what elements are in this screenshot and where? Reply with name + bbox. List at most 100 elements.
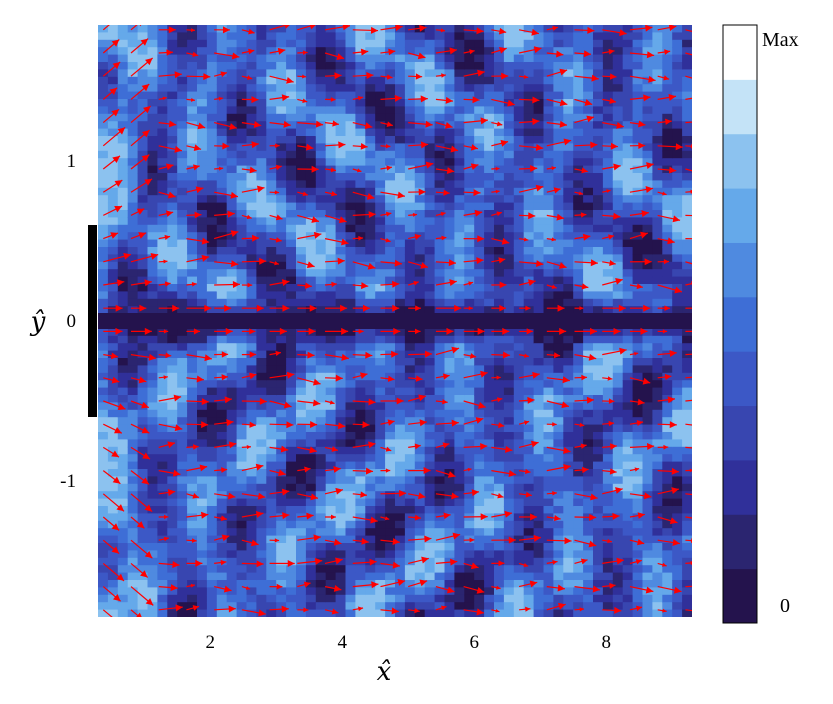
contour-cell (672, 580, 683, 588)
contour-cell (563, 224, 574, 233)
contour-cell (602, 150, 614, 159)
contour-cell (602, 609, 614, 617)
contour-cell (315, 269, 327, 278)
contour-cell (286, 380, 297, 389)
contour-cell (404, 446, 416, 455)
contour-cell (523, 247, 535, 255)
contour-cell (563, 557, 574, 566)
contour-cell (335, 232, 347, 241)
contour-cell (583, 217, 594, 226)
contour-cell (256, 372, 267, 381)
contour-cell (335, 491, 347, 500)
contour-cell (355, 261, 366, 270)
contour-cell (543, 491, 554, 500)
contour-cell (484, 210, 495, 218)
contour-cell (533, 298, 545, 307)
contour-cell (345, 380, 356, 389)
contour-cell (375, 99, 386, 107)
contour-cell (98, 580, 109, 588)
contour-cell (464, 232, 475, 241)
contour-cell (404, 528, 416, 537)
contour-cell (523, 594, 535, 603)
contour-cell (454, 513, 465, 522)
contour-cell (523, 424, 535, 433)
contour-cell (147, 476, 158, 485)
contour-cell (355, 335, 366, 344)
contour-cell (672, 380, 683, 389)
contour-cell (226, 69, 238, 78)
contour-cell (622, 446, 634, 455)
vector-arrow (130, 253, 159, 263)
contour-cell (593, 210, 604, 218)
contour-cell (296, 506, 307, 514)
contour-cell (286, 409, 297, 418)
contour-cell (533, 173, 545, 181)
contour-cell (484, 25, 495, 33)
contour-cell (642, 409, 653, 418)
contour-cell (404, 39, 416, 48)
contour-cell (266, 476, 277, 485)
contour-cell (444, 254, 455, 263)
contour-cell (256, 565, 267, 574)
contour-cell (355, 254, 366, 263)
contour-cell (226, 454, 238, 463)
contour-cell (602, 594, 614, 603)
contour-cell (553, 365, 564, 374)
contour-cell (147, 202, 158, 211)
contour-cell (494, 432, 505, 440)
contour-cell (177, 572, 188, 581)
contour-cell (543, 409, 554, 418)
contour-cell (602, 446, 614, 455)
contour-cell (642, 328, 653, 337)
contour-cell (315, 343, 327, 352)
contour-cell (167, 261, 178, 270)
contour-cell (424, 439, 436, 448)
contour-cell (602, 343, 614, 352)
contour-cell (157, 158, 168, 167)
contour-cell (206, 402, 218, 411)
contour-cell (464, 520, 475, 529)
contour-cell (315, 202, 327, 211)
contour-cell (543, 76, 554, 85)
contour-cell (682, 32, 692, 41)
contour-cell (107, 121, 119, 130)
contour-cell (325, 483, 337, 492)
contour-cell (276, 291, 287, 300)
contour-cell (503, 136, 515, 144)
contour-cell (226, 254, 238, 263)
contour-cell (484, 91, 495, 100)
contour-cell (127, 328, 139, 337)
contour-cell (305, 195, 317, 204)
contour-cell (335, 106, 347, 115)
contour-cell (236, 528, 248, 537)
contour-cell (414, 47, 426, 56)
contour-cell (256, 99, 267, 107)
contour-cell (266, 587, 277, 596)
contour-cell (444, 298, 455, 307)
contour-cell (266, 247, 277, 255)
contour-cell (494, 128, 505, 137)
contour-cell (246, 446, 257, 455)
contour-cell (533, 150, 545, 159)
contour-cell (612, 469, 624, 477)
contour-cell (583, 520, 594, 529)
contour-cell (385, 358, 396, 366)
contour-cell (632, 550, 644, 559)
contour-cell (286, 498, 297, 507)
contour-cell (216, 528, 228, 537)
contour-cell (246, 417, 257, 426)
contour-cell (276, 506, 287, 514)
contour-cell (652, 469, 663, 477)
contour-cell (117, 62, 129, 70)
contour-cell (652, 143, 663, 152)
contour-cell (513, 528, 525, 537)
contour-cell (266, 439, 277, 448)
contour-cell (157, 269, 168, 278)
contour-cell (404, 365, 416, 374)
contour-cell (167, 417, 178, 426)
vector-arrow (103, 327, 123, 335)
contour-cell (543, 461, 554, 470)
contour-cell (642, 550, 653, 559)
contour-cell (157, 217, 168, 226)
contour-cell (404, 173, 416, 181)
